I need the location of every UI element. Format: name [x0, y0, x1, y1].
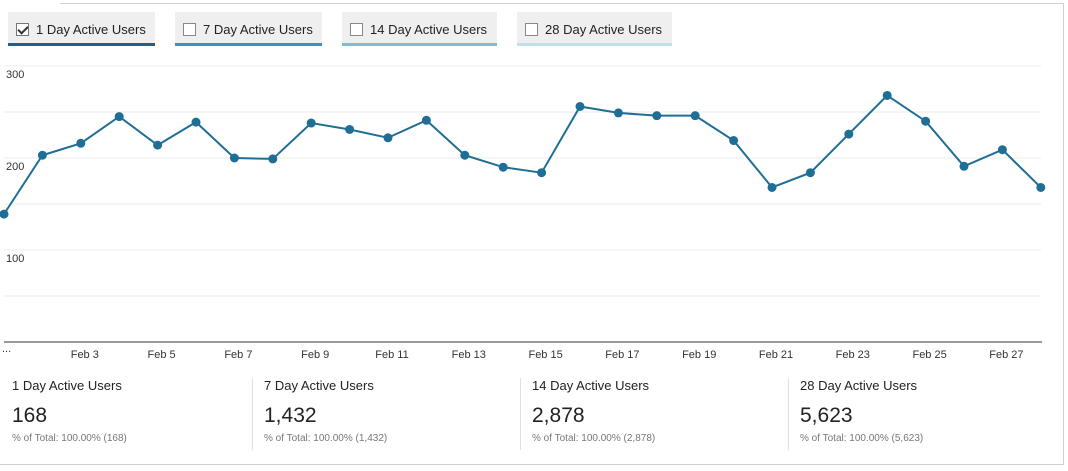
data-point[interactable] — [268, 154, 278, 164]
checkbox-checked-icon[interactable] — [16, 22, 29, 36]
data-point[interactable] — [997, 145, 1007, 155]
x-tick-label: Feb 15 — [528, 349, 562, 361]
stat-value: 1,432 — [264, 404, 317, 427]
tab-label: 7 Day Active Users — [203, 21, 313, 37]
data-point[interactable] — [37, 150, 47, 160]
stat-label: 1 Day Active Users — [12, 378, 122, 393]
tab-14-day-active-users[interactable]: 14 Day Active Users — [342, 12, 497, 46]
data-point[interactable] — [537, 168, 547, 178]
checkbox-icon[interactable] — [350, 22, 363, 36]
stat-label: 7 Day Active Users — [264, 378, 374, 393]
stat-1-day-active-users[interactable]: 1 Day Active Users 168 % of Total: 100.0… — [0, 372, 252, 454]
x-tick-label: Feb 9 — [301, 349, 329, 361]
stat-percent-of-total: % of Total: 100.00% (168) — [12, 433, 127, 444]
data-point[interactable] — [345, 124, 355, 134]
data-point[interactable] — [921, 116, 931, 126]
stat-divider — [520, 378, 521, 450]
data-point[interactable] — [882, 90, 892, 100]
data-point[interactable] — [613, 108, 623, 118]
top-border — [60, 3, 1064, 4]
data-point[interactable] — [0, 209, 9, 219]
data-point[interactable] — [729, 136, 739, 146]
tab-28-day-active-users[interactable]: 28 Day Active Users — [517, 12, 672, 46]
tab-underline — [8, 43, 155, 46]
tab-label: 28 Day Active Users — [545, 21, 663, 37]
tab-underline — [517, 43, 672, 46]
x-tick-label: Feb 17 — [605, 349, 639, 361]
data-point[interactable] — [767, 182, 777, 192]
data-point[interactable] — [114, 112, 124, 122]
tab-7-day-active-users[interactable]: 7 Day Active Users — [175, 12, 322, 46]
stat-divider — [788, 378, 789, 450]
data-point[interactable] — [575, 101, 585, 111]
stat-divider — [252, 378, 253, 450]
tab-underline — [175, 43, 322, 46]
stat-7-day-active-users[interactable]: 7 Day Active Users 1,432 % of Total: 100… — [252, 372, 520, 454]
data-point[interactable] — [229, 153, 239, 163]
stat-value: 168 — [12, 404, 48, 427]
x-axis-ellipsis: ... — [2, 343, 11, 355]
x-tick-label: Feb 7 — [224, 349, 252, 361]
tab-1-day-active-users[interactable]: 1 Day Active Users — [8, 12, 155, 46]
x-tick-label: Feb 3 — [71, 349, 99, 361]
stat-percent-of-total: % of Total: 100.00% (1,432) — [264, 433, 388, 444]
y-axis-ticks: 100 200 300 — [6, 69, 24, 265]
data-point[interactable] — [652, 111, 662, 121]
data-point[interactable] — [191, 117, 201, 127]
series-line — [3, 94, 1042, 215]
stat-28-day-active-users[interactable]: 28 Day Active Users 5,623 % of Total: 10… — [788, 372, 1056, 454]
x-tick-label: Feb 13 — [452, 349, 486, 361]
data-point[interactable] — [690, 111, 700, 121]
x-tick-label: Feb 25 — [912, 349, 946, 361]
data-point[interactable] — [76, 138, 86, 148]
stat-value: 2,878 — [532, 404, 585, 427]
data-point[interactable] — [460, 150, 470, 160]
x-tick-label: Feb 11 — [375, 349, 408, 361]
chart-grid — [4, 65, 1041, 297]
tab-label: 1 Day Active Users — [36, 21, 146, 37]
data-point[interactable] — [498, 162, 508, 172]
x-tick-label: Feb 19 — [682, 349, 716, 361]
x-tick-label: Feb 21 — [759, 349, 793, 361]
tab-underline — [342, 43, 497, 46]
tab-label: 14 Day Active Users — [370, 21, 488, 37]
data-point[interactable] — [383, 133, 393, 143]
stat-percent-of-total: % of Total: 100.00% (2,878) — [532, 433, 656, 444]
y-tick-label: 100 — [6, 253, 24, 265]
right-border — [1063, 3, 1064, 465]
active-users-line-chart: 100 200 300 ... Feb 3 Feb 5 Feb 7 Feb 9 Feb 11… — [0, 65, 1046, 361]
data-point[interactable] — [421, 115, 431, 125]
data-point[interactable] — [959, 161, 969, 171]
stat-value: 5,623 — [800, 404, 853, 427]
y-tick-label: 200 — [6, 161, 24, 173]
data-point[interactable] — [844, 129, 854, 139]
data-point[interactable] — [306, 118, 316, 128]
data-point[interactable] — [805, 168, 815, 178]
checkbox-icon[interactable] — [525, 22, 538, 36]
x-tick-label: Feb 5 — [148, 349, 176, 361]
stat-14-day-active-users[interactable]: 14 Day Active Users 2,878 % of Total: 10… — [520, 372, 788, 454]
x-axis-ticks: Feb 3 Feb 5 Feb 7 Feb 9 Feb 11 Feb 13 Feb 15 Fe… — [71, 349, 1024, 361]
y-tick-label: 300 — [6, 69, 24, 81]
stat-label: 28 Day Active Users — [800, 378, 918, 393]
stat-percent-of-total: % of Total: 100.00% (5,623) — [800, 433, 924, 444]
x-tick-label: Feb 27 — [989, 349, 1023, 361]
data-point[interactable] — [1036, 182, 1046, 192]
checkbox-icon[interactable] — [183, 22, 196, 36]
bottom-border — [0, 464, 1064, 465]
stat-label: 14 Day Active Users — [532, 378, 650, 393]
chart-series — [0, 90, 1046, 219]
summary-stats: 1 Day Active Users 168 % of Total: 100.0… — [0, 372, 1060, 464]
x-tick-label: Feb 23 — [836, 349, 870, 361]
data-point[interactable] — [153, 140, 163, 150]
